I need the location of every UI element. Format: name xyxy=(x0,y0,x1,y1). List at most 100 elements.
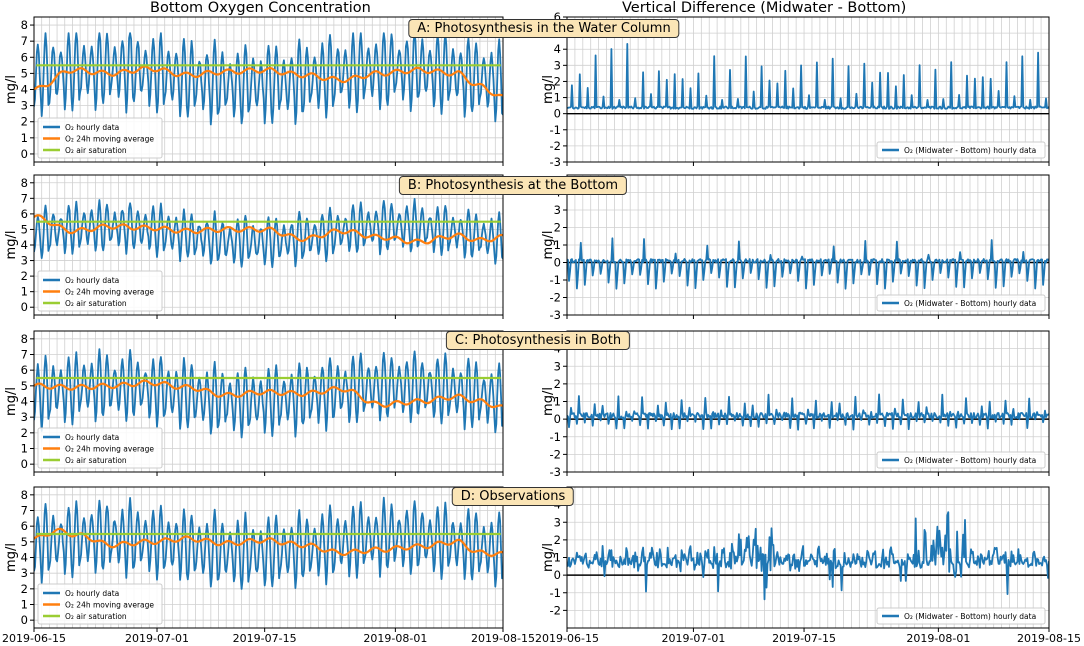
legend-label: O₂ air saturation xyxy=(65,299,127,308)
y-axis-label: mg/l xyxy=(541,231,556,260)
panel-A-left: 0 1 2 3 4 5 6 7 8 mg/l O₂ hourly data O₂ 24h moving… xyxy=(4,16,504,166)
series-line-hourly xyxy=(567,43,1049,110)
y-tick-label: -2 xyxy=(550,291,561,305)
plot-area xyxy=(34,32,503,126)
legend-label: O₂ hourly data xyxy=(65,589,119,598)
y-tick-label: -2 xyxy=(550,447,561,461)
x-tick-label: 2019-06-15 xyxy=(2,632,66,645)
series-line-hourly xyxy=(34,32,503,126)
y-tick-label: 6 xyxy=(21,363,28,377)
legend-label: O₂ air saturation xyxy=(65,146,127,155)
row-title-d: D: Observations xyxy=(451,487,575,506)
y-tick-label: -3 xyxy=(550,308,561,322)
y-tick-label: 0 xyxy=(21,300,28,314)
plot-area xyxy=(567,43,1049,110)
y-tick-label: 8 xyxy=(21,488,28,502)
legend-label: O₂ air saturation xyxy=(65,456,127,465)
series-line-moving-average xyxy=(34,527,503,557)
y-tick-label: 5 xyxy=(21,379,28,393)
plot-area xyxy=(34,348,503,439)
y-tick-label: 0 xyxy=(21,613,28,627)
x-tick-label: 2019-06-15 xyxy=(535,632,599,645)
y-tick-label: 5 xyxy=(21,66,28,80)
panel-B-left: 01 23 4 56 78 mg/l O₂ hourly data O₂ 24h moving… xyxy=(4,174,504,319)
right-column-title: Vertical Difference (Midwater - Bottom) xyxy=(622,0,907,16)
plot-area xyxy=(567,511,1049,601)
y-tick-label: 0 xyxy=(21,147,28,161)
legend-box xyxy=(37,270,163,312)
legend-label: O₂ air saturation xyxy=(65,612,127,621)
panel-C-right: -3-2-101234mg/lO₂ (Midwater - Bottom) ho… xyxy=(541,330,1050,479)
legend-box xyxy=(876,451,1046,469)
legend-label: O₂ (Midwater - Bottom) hourly data xyxy=(904,612,1036,621)
y-tick-label: 4 xyxy=(21,551,28,565)
left-column-title: Bottom Oxygen Concentration xyxy=(150,0,371,16)
y-tick-label: -2 xyxy=(550,603,561,617)
y-tick-label: 3 xyxy=(21,254,28,268)
y-tick-label: 3 xyxy=(554,359,561,373)
y-tick-label: 8 xyxy=(21,18,28,32)
y-tick-label: 2 xyxy=(554,377,561,391)
x-tick-label: 2019-07-15 xyxy=(233,632,297,645)
legend-label: O₂ (Midwater - Bottom) hourly data xyxy=(904,299,1036,308)
panel-D-left: 01 2 34 5 67 8 2019-06-15 2019-07-01 2019-07-15 2… xyxy=(2,486,535,645)
y-axis-label: mg/l xyxy=(4,231,19,260)
series-line-hourly xyxy=(567,237,1049,290)
y-axis-label: mg/l xyxy=(541,543,556,572)
row-title-c: C: Photosynthesis in Both xyxy=(445,331,631,350)
legend-box xyxy=(37,583,163,625)
y-tick-label: 1 xyxy=(21,285,28,299)
panel-D-right: -2-1012342019-06-152019-07-012019-07-152… xyxy=(535,486,1081,645)
legend-box xyxy=(876,607,1046,625)
y-tick-label: 4 xyxy=(554,42,561,56)
legend-label: O₂ 24h moving average xyxy=(65,445,154,454)
y-tick-label: 2 xyxy=(21,426,28,440)
legend-label: O₂ 24h moving average xyxy=(65,601,154,610)
y-tick-label: 8 xyxy=(21,332,28,346)
legend-label: O₂ hourly data xyxy=(65,433,119,442)
y-tick-label: 6 xyxy=(21,207,28,221)
y-tick-label: 4 xyxy=(21,395,28,409)
y-tick-label: 2 xyxy=(554,533,561,547)
x-tick-label: 2019-07-15 xyxy=(772,632,836,645)
y-tick-label: 0 xyxy=(21,457,28,471)
legend-label: O₂ hourly data xyxy=(65,276,119,285)
y-tick-label: 0 xyxy=(554,107,561,121)
y-tick-label: 7 xyxy=(21,191,28,205)
legend-box xyxy=(37,117,163,159)
y-tick-label: 5 xyxy=(21,535,28,549)
y-axis-label: mg/l xyxy=(4,387,19,416)
y-tick-label: 0 xyxy=(554,256,561,270)
y-tick-label: -3 xyxy=(550,155,561,169)
series-line-moving-average xyxy=(34,65,503,97)
y-axis-label: mg/l xyxy=(4,543,19,572)
y-tick-label: 5 xyxy=(21,222,28,236)
legend-label: O₂ 24h moving average xyxy=(65,135,154,144)
legend-box xyxy=(37,427,163,469)
row-title-b: B: Photosynthesis at the Bottom xyxy=(398,176,628,195)
y-tick-label: 3 xyxy=(554,515,561,529)
plot-area xyxy=(567,237,1049,290)
y-tick-label: -1 xyxy=(550,430,561,444)
y-axis-label: mg/l xyxy=(541,387,556,416)
panel-C-left: 01 2 34 5 67 8 mg/l O₂ hourly data O₂ 24h moving… xyxy=(4,330,504,476)
legend-label: O₂ (Midwater - Bottom) hourly data xyxy=(904,146,1036,155)
x-tick-label: 2019-08-15 xyxy=(1017,632,1081,645)
y-tick-label: 3 xyxy=(21,410,28,424)
legend-label: O₂ hourly data xyxy=(65,123,119,132)
legend-box xyxy=(876,141,1046,159)
y-tick-label: -3 xyxy=(550,465,561,479)
y-tick-label: 2 xyxy=(21,269,28,283)
y-tick-label: 1 xyxy=(554,91,561,105)
y-tick-label: 2 xyxy=(554,74,561,88)
plot-area xyxy=(34,496,503,590)
y-tick-label: 4 xyxy=(21,238,28,252)
series-line-hourly xyxy=(567,511,1049,601)
y-tick-label: 2 xyxy=(554,221,561,235)
y-tick-label: 3 xyxy=(554,58,561,72)
y-tick-label: 3 xyxy=(21,99,28,113)
y-tick-label: -2 xyxy=(550,139,561,153)
y-tick-label: 7 xyxy=(21,34,28,48)
y-tick-label: 1 xyxy=(554,551,561,565)
y-tick-label: 1 xyxy=(554,395,561,409)
